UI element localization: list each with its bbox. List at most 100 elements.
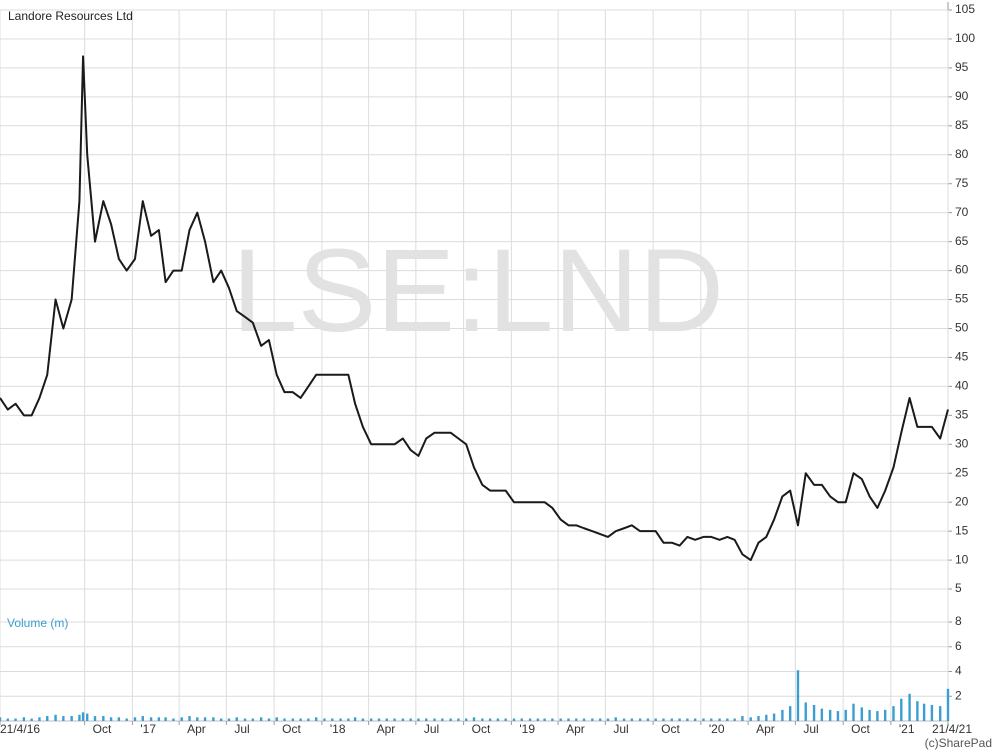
- volume-bar: [465, 718, 468, 721]
- volume-bar: [796, 670, 800, 721]
- volume-bar: [243, 718, 247, 721]
- volume-bar: [314, 717, 318, 721]
- x-tick-label: Apr: [566, 722, 585, 736]
- y-tick-label: 105: [955, 2, 975, 16]
- x-tick-label: Apr: [756, 722, 775, 736]
- volume-label: Volume (m): [7, 616, 68, 630]
- volume-bar: [504, 718, 507, 721]
- volume-bar: [726, 718, 729, 721]
- volume-bar: [916, 701, 919, 721]
- volume-bar: [6, 718, 9, 721]
- volume-bar: [291, 718, 295, 721]
- volume-bar: [804, 702, 807, 721]
- volume-bar: [30, 718, 33, 721]
- volume-bar: [836, 711, 840, 721]
- y-tick-label: 15: [955, 523, 969, 537]
- volume-bar: [117, 717, 121, 721]
- chart-title: Landore Resources Ltd: [8, 9, 133, 23]
- volume-bar: [267, 718, 271, 721]
- volume-bar: [339, 718, 342, 721]
- volume-bar: [591, 718, 594, 721]
- x-tick-label: Oct: [661, 722, 680, 736]
- volume-bar: [457, 718, 460, 721]
- volume-bar: [710, 718, 713, 721]
- y-tick-label: 35: [955, 408, 969, 422]
- x-tick-label: Oct: [93, 722, 112, 736]
- volume-bar: [883, 709, 887, 721]
- x-tick-label: '21: [899, 722, 915, 736]
- volume-bar: [772, 713, 776, 721]
- volume-bar: [718, 718, 721, 721]
- y-tick-label: 5: [955, 581, 962, 595]
- volume-bar: [370, 718, 373, 721]
- volume-bar: [149, 717, 153, 721]
- volume-bar: [38, 717, 41, 721]
- volume-bar: [219, 718, 223, 721]
- volume-bar: [172, 718, 175, 721]
- volume-bar: [876, 711, 879, 721]
- volume-bar: [900, 698, 903, 721]
- volume-bar: [892, 706, 895, 721]
- y-tick-label: 10: [955, 552, 969, 566]
- volume-bar: [0, 717, 2, 721]
- volume-bar: [543, 718, 546, 721]
- volume-bar: [81, 712, 85, 721]
- x-tick-label: Oct: [282, 722, 301, 736]
- volume-bar: [820, 708, 824, 721]
- volume-bar: [196, 717, 199, 721]
- volume-bar: [733, 718, 736, 721]
- volume-bar: [741, 716, 744, 721]
- volume-bar: [275, 717, 278, 721]
- volume-bar: [212, 717, 215, 721]
- credit: (c)SharePad: [925, 736, 992, 750]
- volume-bar: [417, 718, 420, 721]
- volume-bar: [70, 716, 73, 721]
- volume-bar: [908, 693, 911, 721]
- volume-bar: [622, 718, 626, 721]
- volume-bar: [377, 718, 381, 721]
- volume-bar: [765, 714, 768, 721]
- volume-bar: [481, 718, 484, 721]
- volume-bar: [203, 717, 207, 721]
- volume-bar: [702, 718, 705, 721]
- volume-bar: [678, 718, 681, 721]
- x-tick-label: 21/4/21: [932, 722, 972, 736]
- y-tick-label: 55: [955, 292, 969, 306]
- volume-bar: [157, 717, 161, 721]
- volume-bar: [496, 718, 500, 721]
- volume-bar: [46, 716, 49, 721]
- volume-bar: [582, 718, 586, 721]
- x-tick-label: Oct: [851, 722, 870, 736]
- volume-bar: [180, 717, 183, 721]
- volume-bar: [133, 717, 137, 721]
- y-tick-label: 90: [955, 89, 969, 103]
- volume-bar: [693, 718, 697, 721]
- y-tick-label: 50: [955, 321, 969, 335]
- volume-bar: [922, 703, 926, 721]
- grid-layer: 5 10 15 20 25 30 35 40 45 50 55 60 65 70 75 80 85 90 95 100…: [0, 2, 975, 736]
- volume-bar: [757, 716, 760, 721]
- volume-bar: [409, 718, 412, 721]
- y2-tick-label: 2: [955, 688, 962, 702]
- y2-tick-label: 8: [955, 614, 962, 628]
- volume-bar: [567, 718, 570, 721]
- plot-layer: [0, 55, 950, 721]
- y-tick-label: 65: [955, 234, 969, 248]
- volume-bar: [575, 718, 578, 721]
- y-tick-label: 45: [955, 350, 969, 364]
- y2-tick-label: 6: [955, 639, 962, 653]
- y-tick-label: 100: [955, 31, 975, 45]
- volume-bar: [251, 718, 255, 721]
- volume-bar: [401, 718, 405, 721]
- x-tick-label: Jul: [803, 722, 818, 736]
- volume-bar: [78, 714, 81, 721]
- volume-bar: [630, 718, 634, 721]
- volume-bar: [638, 718, 642, 721]
- volume-bar: [930, 704, 934, 721]
- volume-bar: [520, 718, 523, 721]
- x-tick-label: '20: [709, 722, 725, 736]
- price-line: [0, 55, 949, 562]
- volume-bar: [528, 718, 532, 721]
- volume-bar: [844, 709, 847, 721]
